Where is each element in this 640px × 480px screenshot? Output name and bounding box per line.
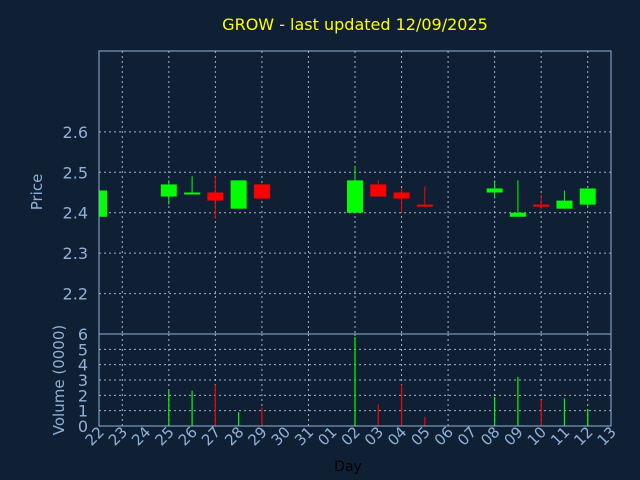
- price-tick-label: 2.3: [63, 244, 88, 263]
- candle: [370, 180, 387, 197]
- volume-tick-label: 2: [78, 386, 88, 405]
- candle: [416, 186, 433, 207]
- candle-body: [99, 190, 107, 217]
- volume-tick-label: 3: [78, 371, 88, 390]
- candle-body: [184, 192, 201, 195]
- volume-tick-label: 1: [78, 402, 88, 421]
- candle: [207, 176, 224, 219]
- candle: [556, 190, 573, 209]
- candle-body: [230, 180, 247, 209]
- volume-plot-frame: [98, 333, 612, 427]
- volume-tick-label: 5: [78, 340, 88, 359]
- x-tick-labels: 2223242526272829303101020304050607080910…: [82, 423, 620, 449]
- candle-body: [533, 204, 550, 207]
- candle-body: [556, 200, 573, 209]
- price-tick-label: 2.5: [63, 163, 88, 182]
- price-panel: 2.2 2.3 2.4 2.5 2.6: [63, 50, 612, 335]
- candle-body: [416, 204, 433, 207]
- candle: [486, 180, 503, 199]
- price-tick-label: 2.6: [63, 123, 88, 142]
- volume-tick-label: 4: [78, 356, 88, 375]
- candle-body: [253, 184, 270, 199]
- volume-tick-label: 6: [78, 325, 88, 344]
- chart-title: GROW - last updated 12/09/2025: [222, 15, 488, 34]
- price-tick-label: 2.4: [63, 204, 88, 223]
- candle: [253, 184, 270, 199]
- candle: [533, 194, 550, 209]
- candle: [160, 180, 177, 205]
- price-tick-label: 2.2: [63, 285, 88, 304]
- price-axis-label: Price: [28, 174, 46, 211]
- candle-body: [160, 184, 177, 197]
- candle: [98, 190, 107, 217]
- candle-body: [579, 188, 596, 205]
- x-axis-label: Day: [334, 459, 362, 475]
- candle-body: [393, 192, 410, 199]
- candles: [98, 166, 596, 219]
- volume-bars: [168, 337, 589, 426]
- candle-body: [370, 184, 387, 197]
- candle: [509, 180, 526, 217]
- volume-tick-label: 0: [78, 417, 88, 436]
- candle-body: [207, 192, 224, 201]
- candle: [347, 166, 363, 213]
- price-y-ticks: 2.2 2.3 2.4 2.5 2.6: [63, 123, 88, 304]
- candle: [579, 188, 596, 207]
- candle: [230, 180, 247, 209]
- candle: [184, 176, 201, 195]
- candle-body: [509, 212, 526, 217]
- candle-body: [486, 188, 503, 193]
- candle: [393, 188, 410, 213]
- candle-body: [347, 180, 363, 213]
- volume-axis-label: Volume (0000): [50, 325, 68, 435]
